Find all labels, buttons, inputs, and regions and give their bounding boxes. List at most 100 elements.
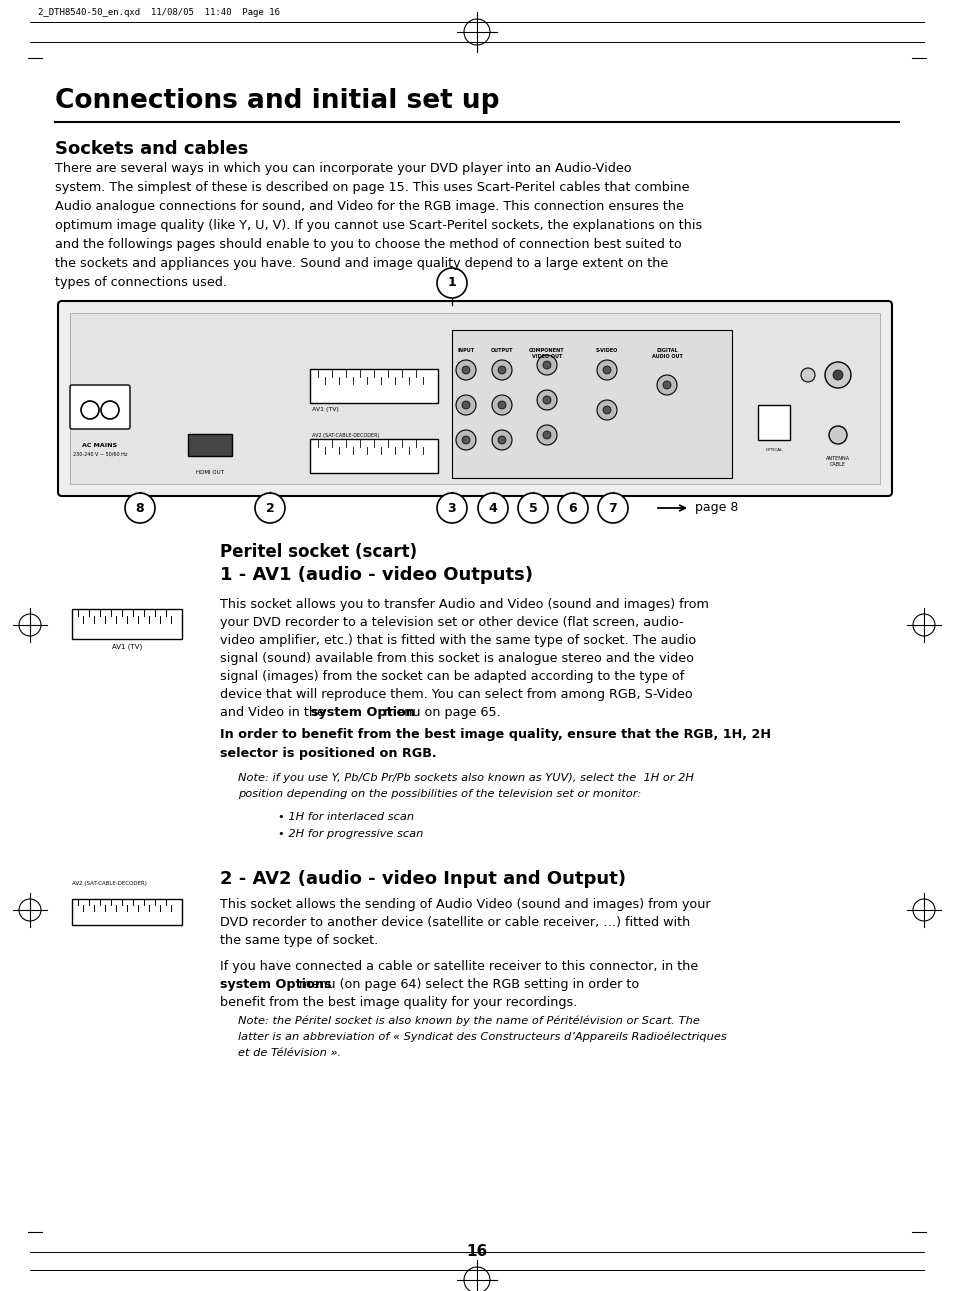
Bar <box>310 369 437 403</box>
Circle shape <box>461 402 470 409</box>
Text: • 2H for progressive scan: • 2H for progressive scan <box>277 829 423 839</box>
Circle shape <box>436 269 467 298</box>
Text: optimum image quality (like Y, U, V). If you cannot use Scart-Peritel sockets, t: optimum image quality (like Y, U, V). If… <box>55 219 701 232</box>
Bar <box>188 434 232 456</box>
Text: benefit from the best image quality for your recordings.: benefit from the best image quality for … <box>220 995 577 1010</box>
Circle shape <box>558 493 587 523</box>
Text: types of connections used.: types of connections used. <box>55 276 227 289</box>
Text: the sockets and appliances you have. Sound and image quality depend to a large e: the sockets and appliances you have. Sou… <box>55 257 667 270</box>
Bar <box>452 330 731 478</box>
Text: device that will reproduce them. You can select from among RGB, S-Video: device that will reproduce them. You can… <box>220 688 692 701</box>
Circle shape <box>461 367 470 374</box>
Text: DIGITAL
AUDIO OUT: DIGITAL AUDIO OUT <box>651 349 681 359</box>
Text: latter is an abbreviation of « Syndicat des Constructeurs d’Appareils Radioélect: latter is an abbreviation of « Syndicat … <box>237 1032 726 1043</box>
Text: 230-240 V ~ 50/60 Hz: 230-240 V ~ 50/60 Hz <box>72 451 127 456</box>
Circle shape <box>597 360 617 380</box>
Text: HDMI OUT: HDMI OUT <box>196 470 224 475</box>
Circle shape <box>517 493 547 523</box>
Text: OPTICAL: OPTICAL <box>764 448 781 452</box>
Text: 2: 2 <box>265 501 274 515</box>
Text: page 8: page 8 <box>695 501 738 515</box>
Circle shape <box>492 360 512 380</box>
Text: COMPONENT
VIDEO OUT: COMPONENT VIDEO OUT <box>529 349 564 359</box>
Text: and Video in the: and Video in the <box>220 706 329 719</box>
Text: video amplifier, etc.) that is fitted with the same type of socket. The audio: video amplifier, etc.) that is fitted wi… <box>220 634 696 647</box>
Text: Sockets and cables: Sockets and cables <box>55 139 248 158</box>
Circle shape <box>602 405 610 414</box>
FancyBboxPatch shape <box>70 385 130 429</box>
Text: 3: 3 <box>447 501 456 515</box>
Text: Peritel socket (scart): Peritel socket (scart) <box>220 544 416 562</box>
Circle shape <box>832 371 842 380</box>
Text: 2 - AV2 (audio - video Input and Output): 2 - AV2 (audio - video Input and Output) <box>220 870 625 888</box>
Circle shape <box>456 430 476 451</box>
Text: This socket allows you to transfer Audio and Video (sound and images) from: This socket allows you to transfer Audio… <box>220 598 708 611</box>
Text: OUTPUT: OUTPUT <box>490 349 513 352</box>
Circle shape <box>492 395 512 414</box>
Text: menu on page 65.: menu on page 65. <box>380 706 500 719</box>
Circle shape <box>657 374 677 395</box>
Bar <box>310 439 437 473</box>
Text: system. The simplest of these is described on page 15. This uses Scart-Peritel c: system. The simplest of these is describ… <box>55 181 689 194</box>
Text: AV2 (SAT-CABLE-DECODER): AV2 (SAT-CABLE-DECODER) <box>71 880 147 886</box>
Text: This socket allows the sending of Audio Video (sound and images) from your: This socket allows the sending of Audio … <box>220 899 710 911</box>
Text: 16: 16 <box>466 1245 487 1259</box>
Text: • 1H for interlaced scan: • 1H for interlaced scan <box>277 812 414 822</box>
Circle shape <box>542 361 551 369</box>
Circle shape <box>828 426 846 444</box>
Text: Note: if you use Y, Pb/Cb Pr/Pb sockets also known as YUV), select the  1H or 2H: Note: if you use Y, Pb/Cb Pr/Pb sockets … <box>237 773 693 784</box>
Text: Audio analogue connections for sound, and Video for the RGB image. This connecti: Audio analogue connections for sound, an… <box>55 200 683 213</box>
Text: and the followings pages should enable to you to choose the method of connection: and the followings pages should enable t… <box>55 238 681 250</box>
Bar <box>71 899 182 924</box>
Circle shape <box>662 381 670 389</box>
Circle shape <box>542 396 551 404</box>
Text: AV1 (TV): AV1 (TV) <box>112 644 142 651</box>
Text: S-VIDEO: S-VIDEO <box>596 349 618 352</box>
Circle shape <box>537 390 557 411</box>
Circle shape <box>801 368 814 382</box>
Text: ANTENNA
CABLE: ANTENNA CABLE <box>825 456 849 467</box>
Circle shape <box>492 430 512 451</box>
Circle shape <box>125 493 154 523</box>
Text: INPUT: INPUT <box>456 349 474 352</box>
Circle shape <box>537 355 557 374</box>
Bar <box>758 405 789 440</box>
Text: the same type of socket.: the same type of socket. <box>220 933 377 948</box>
Circle shape <box>456 360 476 380</box>
Text: signal (sound) available from this socket is analogue stereo and the video: signal (sound) available from this socke… <box>220 652 693 665</box>
Text: 1: 1 <box>447 276 456 289</box>
Circle shape <box>461 436 470 444</box>
Circle shape <box>597 400 617 420</box>
Circle shape <box>497 436 505 444</box>
Text: 7: 7 <box>608 501 617 515</box>
Bar <box>70 312 879 484</box>
Circle shape <box>456 395 476 414</box>
Text: 8: 8 <box>135 501 144 515</box>
Text: There are several ways in which you can incorporate your DVD player into an Audi: There are several ways in which you can … <box>55 161 631 176</box>
Text: 5: 5 <box>528 501 537 515</box>
Text: If you have connected a cable or satellite receiver to this connector, in the: If you have connected a cable or satelli… <box>220 961 698 973</box>
Text: In order to benefit from the best image quality, ensure that the RGB, 1H, 2H: In order to benefit from the best image … <box>220 728 770 741</box>
Text: signal (images) from the socket can be adapted according to the type of: signal (images) from the socket can be a… <box>220 670 683 683</box>
Text: selector is positioned on RGB.: selector is positioned on RGB. <box>220 747 436 760</box>
Circle shape <box>542 431 551 439</box>
Text: 2_DTH8540-50_en.qxd  11/08/05  11:40  Page 16: 2_DTH8540-50_en.qxd 11/08/05 11:40 Page … <box>38 8 279 17</box>
Text: system Options: system Options <box>220 979 331 991</box>
Text: your DVD recorder to a television set or other device (flat screen, audio-: your DVD recorder to a television set or… <box>220 616 683 629</box>
Circle shape <box>254 493 285 523</box>
Text: AV2 (SAT-CABLE-DECODER): AV2 (SAT-CABLE-DECODER) <box>312 432 379 438</box>
Text: 4: 4 <box>488 501 497 515</box>
Text: menu (on page 64) select the RGB setting in order to: menu (on page 64) select the RGB setting… <box>294 979 639 991</box>
Text: 1 - AV1 (audio - video Outputs): 1 - AV1 (audio - video Outputs) <box>220 565 533 584</box>
Text: system Option: system Option <box>311 706 415 719</box>
Circle shape <box>602 367 610 374</box>
Text: DVD recorder to another device (satellite or cable receiver, …) fitted with: DVD recorder to another device (satellit… <box>220 917 690 930</box>
Text: AV1 (TV): AV1 (TV) <box>312 407 338 412</box>
Circle shape <box>497 402 505 409</box>
Bar <box>71 609 182 639</box>
Circle shape <box>598 493 627 523</box>
Circle shape <box>824 361 850 389</box>
Circle shape <box>537 425 557 445</box>
Text: 6: 6 <box>568 501 577 515</box>
Text: Note: the Péritel socket is also known by the name of Péritélévision or Scart. T: Note: the Péritel socket is also known b… <box>237 1016 700 1026</box>
